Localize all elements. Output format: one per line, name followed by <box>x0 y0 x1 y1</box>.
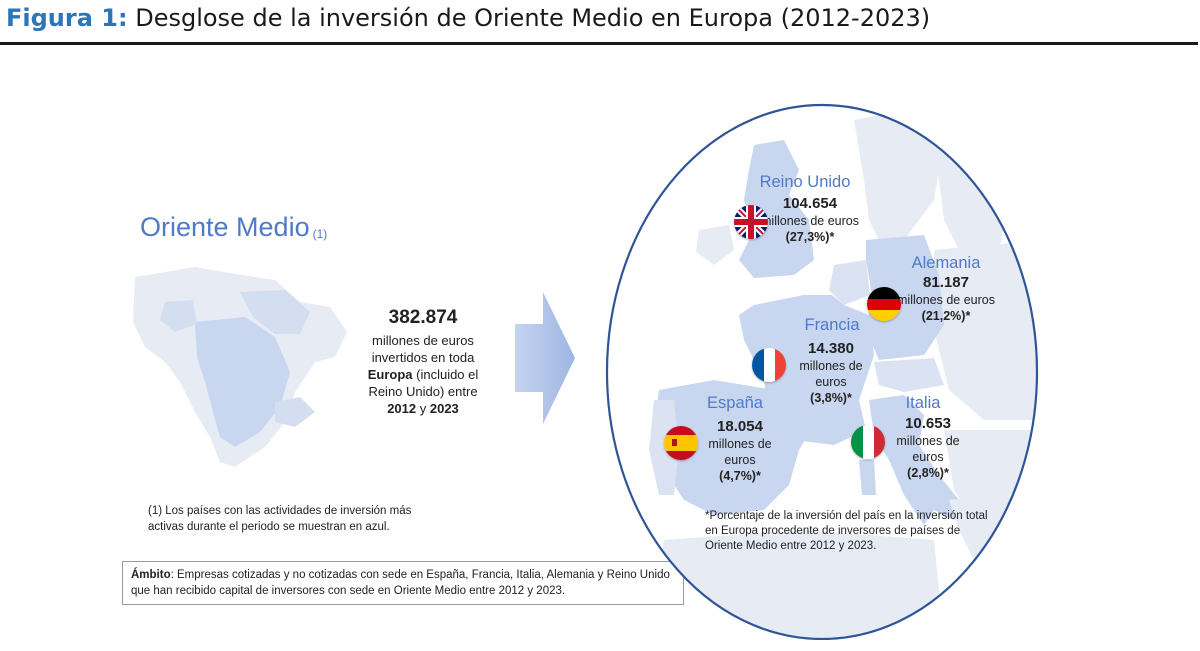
arrow-icon <box>515 292 575 424</box>
spain-flag-icon <box>664 426 698 460</box>
uk-flag-icon <box>734 205 768 239</box>
country-fr: Francia <box>792 315 872 335</box>
country-de: Alemania 81.187 millones de euros (21,2%… <box>896 253 996 324</box>
scope-label: Ámbito <box>131 569 171 581</box>
figure-title-text: Desglose de la inversión de Oriente Medi… <box>135 4 931 32</box>
country-es-pct: (4,7%)* <box>719 469 761 483</box>
country-fr-amount: 14.380 <box>808 340 854 357</box>
total-investment: 382.874 millones de euros invertidos en … <box>355 306 491 417</box>
total-line-4: Reino Unido) entre <box>368 384 478 399</box>
country-fr-unit: millones de euros <box>799 359 863 389</box>
percentage-footnote: *Porcentaje de la inversión del país en … <box>705 510 988 552</box>
country-fr-name: Francia <box>804 316 860 334</box>
source-region-label: Oriente Medio (1) <box>140 212 327 243</box>
country-uk-name: Reino Unido <box>759 173 851 191</box>
country-it-name: Italia <box>905 394 941 412</box>
country-es-values: 18.054 millones de euros (4,7%)* <box>695 417 785 484</box>
country-it-pct: (2,8%)* <box>907 466 949 480</box>
country-de-unit: millones de euros <box>897 293 995 307</box>
country-uk-amount: 104.654 <box>782 195 838 212</box>
total-europa: Europa <box>367 367 413 382</box>
country-it-unit: millones de euros <box>896 434 960 464</box>
total-year-end: 2023 <box>429 401 459 416</box>
title-divider <box>0 42 1198 45</box>
italy-flag-icon <box>851 425 885 459</box>
country-fr-pct: (3,8%)* <box>810 391 852 405</box>
country-uk-values: 104.654 millones de euros (27,3%)* <box>760 194 860 245</box>
total-amount: 382.874 <box>388 307 458 328</box>
country-it-amount: 10.653 <box>905 415 951 432</box>
country-es-amount: 18.054 <box>717 418 763 435</box>
middle-east-map <box>133 267 347 467</box>
total-line-1: millones de euros <box>372 333 474 348</box>
country-fr-values: 14.380 millones de euros (3,8%)* <box>786 339 876 406</box>
country-it-values: 10.653 millones de euros (2,8%)* <box>883 414 973 481</box>
germany-flag-icon <box>867 287 901 321</box>
country-uk: Reino Unido <box>745 172 865 192</box>
source-region-note-ref: (1) <box>312 227 328 241</box>
country-it: Italia <box>893 393 953 413</box>
scope-box: Ámbito: Empresas cotizadas y no cotizada… <box>122 561 684 605</box>
figure-label: Figura 1: <box>6 4 128 32</box>
source-region-name: Oriente Medio <box>140 212 310 242</box>
figure-title: Figura 1: Desglose de la inversión de Or… <box>6 4 930 32</box>
scope-text: : Empresas cotizadas y no cotizadas con … <box>131 569 670 597</box>
europe-circle-border <box>605 103 1039 640</box>
country-es-unit: millones de euros <box>708 437 772 467</box>
total-and: y <box>416 401 430 416</box>
country-es: España <box>690 393 780 413</box>
country-uk-pct: (27,3%)* <box>785 230 835 244</box>
region-footnote: (1) Los países con las actividades de in… <box>148 505 412 533</box>
france-flag-icon <box>752 348 786 382</box>
country-uk-unit: millones de euros <box>761 214 859 228</box>
country-de-name: Alemania <box>911 254 981 272</box>
country-de-pct: (21,2%)* <box>921 309 971 323</box>
total-year-start: 2012 <box>387 401 417 416</box>
total-line-3: (incluido el <box>412 367 479 382</box>
total-line-2: invertidos en toda <box>371 350 475 365</box>
country-es-name: España <box>707 394 763 412</box>
country-de-amount: 81.187 <box>923 274 969 291</box>
